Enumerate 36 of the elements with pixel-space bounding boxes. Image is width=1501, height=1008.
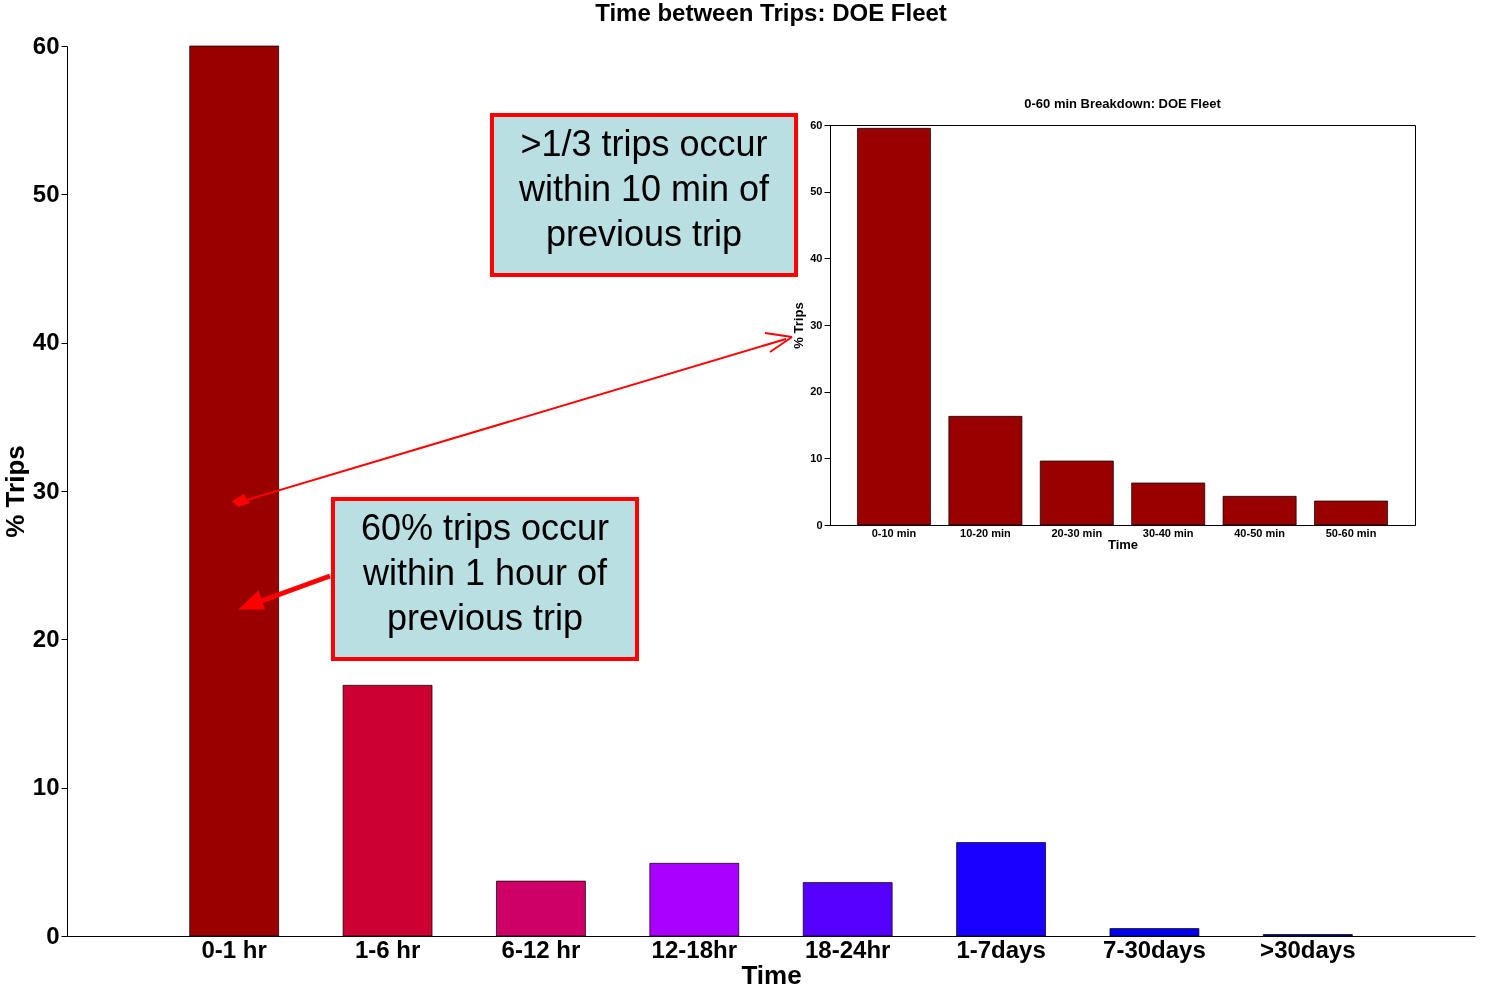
chart-title: 0-60 min Breakdown: DOE Fleet xyxy=(1024,96,1222,111)
x-tick-label: 12-18hr xyxy=(651,935,738,963)
annotation: 60% trips occur within 1 hour of previous trip xyxy=(331,497,639,661)
x-tick-label: 0-10 min xyxy=(871,526,917,539)
x-tick-label: 50-60 min xyxy=(1325,526,1377,539)
x-tick-label: 6-12 hr xyxy=(501,935,581,963)
x-tick-label: 7-30days xyxy=(1103,935,1206,963)
annotation: >1/3 trips occur within 10 min of previous trip xyxy=(490,113,798,277)
y-tick-label: 50 xyxy=(810,185,823,198)
x-axis-title: Time xyxy=(1107,536,1139,552)
y-tick-label: 20 xyxy=(32,624,60,652)
x-tick-label: 1-7days xyxy=(956,935,1046,963)
chart-title: Time between Trips: DOE Fleet xyxy=(595,0,947,26)
y-tick-label: 40 xyxy=(32,328,60,356)
x-tick-label: 10-20 min xyxy=(960,526,1012,539)
y-axis-title: % Trips xyxy=(791,302,807,349)
y-axis-title: % Trips xyxy=(0,445,30,538)
y-tick-label: 30 xyxy=(810,318,823,331)
x-tick-label: 20-30 min xyxy=(1051,526,1103,539)
x-tick-label: >30days xyxy=(1260,935,1356,963)
y-tick-label: 60 xyxy=(32,31,60,59)
y-tick-label: 0 xyxy=(816,518,823,531)
x-tick-label: 40-50 min xyxy=(1234,526,1286,539)
x-tick-label: 18-24hr xyxy=(804,935,891,963)
y-tick-label: 0 xyxy=(46,921,60,949)
y-tick-label: 60 xyxy=(810,118,823,131)
y-tick-label: 40 xyxy=(810,251,823,264)
x-tick-label: 30-40 min xyxy=(1142,526,1194,539)
x-tick-label: 0-1 hr xyxy=(201,935,267,963)
y-tick-label: 10 xyxy=(32,773,60,801)
x-tick-label: 1-6 hr xyxy=(354,935,421,963)
x-axis-title: Time xyxy=(741,959,802,990)
y-tick-label: 30 xyxy=(32,476,60,504)
y-tick-label: 10 xyxy=(810,451,823,464)
y-tick-label: 20 xyxy=(810,385,823,398)
y-tick-label: 50 xyxy=(32,179,60,207)
